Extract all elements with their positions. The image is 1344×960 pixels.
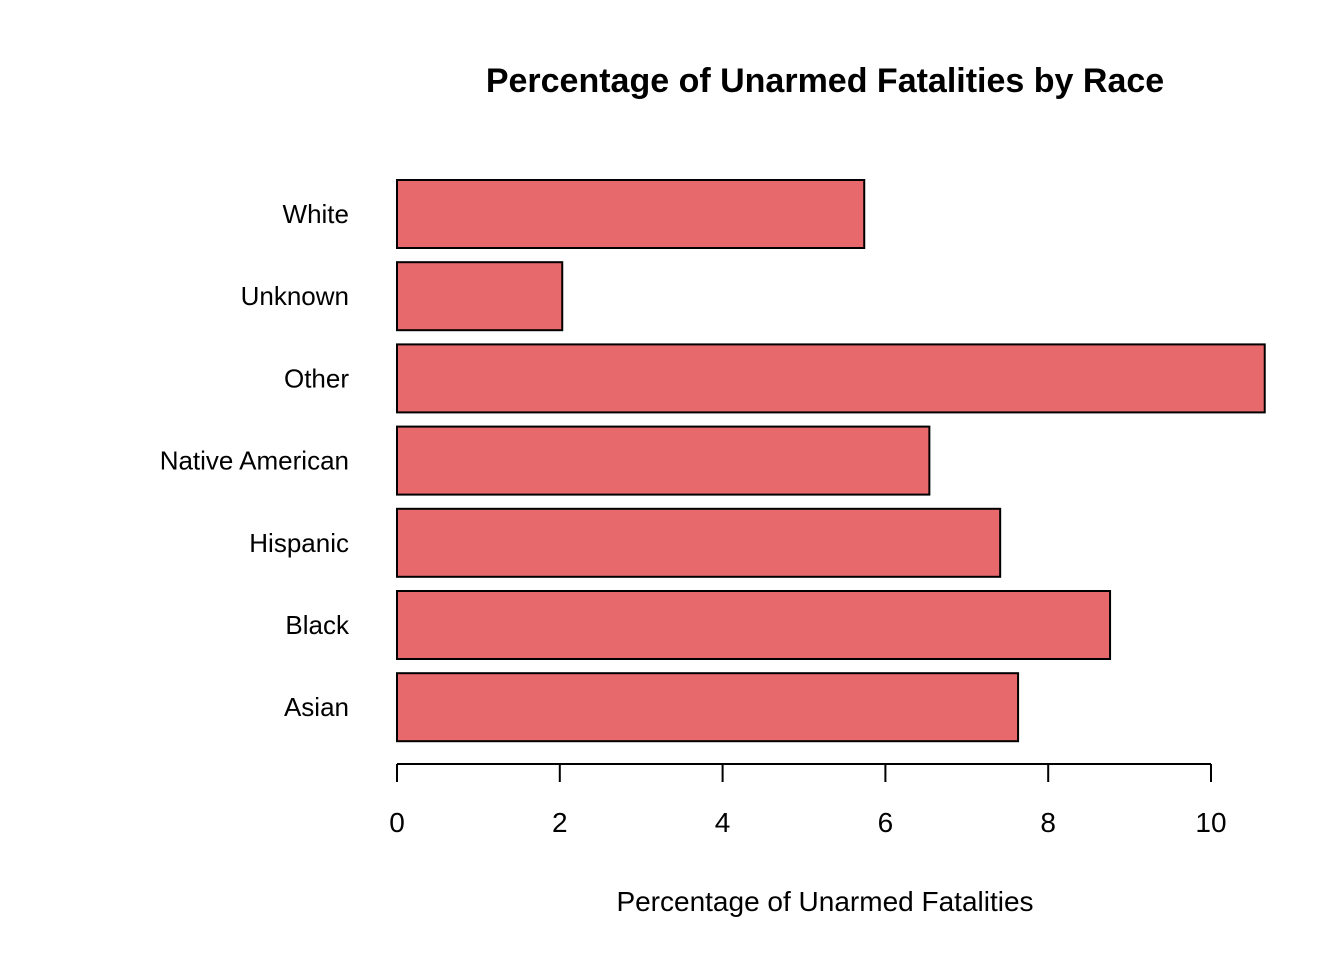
bar-black	[396, 590, 1112, 660]
chart-title: Percentage of Unarmed Fatalities by Race	[486, 62, 1164, 100]
x-tick-label-8: 8	[1040, 807, 1056, 838]
x-axis: 0 2 4 6 8 10	[389, 763, 1227, 838]
bar-hispanic	[396, 507, 1002, 578]
x-tick-label-6: 6	[878, 807, 894, 838]
x-tick-label-2: 2	[552, 807, 568, 838]
x-tick-label-0: 0	[389, 807, 405, 838]
category-labels: Asian Black Hispanic Native American Other Un…	[160, 199, 350, 722]
category-label-native-american: Native American	[160, 446, 349, 476]
category-label-asian: Asian	[284, 692, 349, 722]
category-label-unknown: Unknown	[241, 281, 349, 311]
category-label-hispanic: Hispanic	[249, 528, 349, 558]
bar-native-american	[396, 425, 931, 496]
bar-unknown	[396, 261, 564, 332]
category-label-white: White	[283, 199, 349, 229]
bars-group	[396, 179, 1266, 743]
category-label-other: Other	[284, 363, 349, 393]
category-label-black: Black	[285, 610, 350, 640]
bar-white	[396, 179, 866, 249]
bar-asian	[396, 672, 1020, 743]
bar-other	[396, 343, 1266, 414]
x-tick-label-10: 10	[1195, 807, 1226, 838]
x-axis-label: Percentage of Unarmed Fatalities	[616, 886, 1033, 917]
x-tick-label-4: 4	[715, 807, 731, 838]
